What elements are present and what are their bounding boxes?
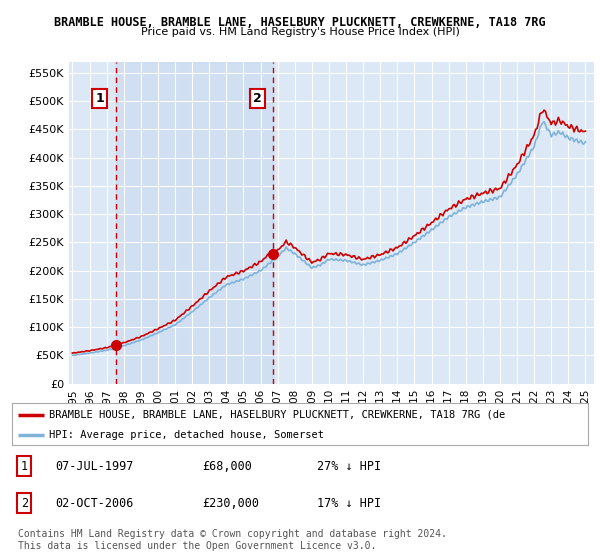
Text: 1: 1 <box>20 460 28 473</box>
Text: HPI: Average price, detached house, Somerset: HPI: Average price, detached house, Some… <box>49 430 325 440</box>
Text: 17% ↓ HPI: 17% ↓ HPI <box>317 497 382 510</box>
Text: Price paid vs. HM Land Registry's House Price Index (HPI): Price paid vs. HM Land Registry's House … <box>140 27 460 37</box>
Text: BRAMBLE HOUSE, BRAMBLE LANE, HASELBURY PLUCKNETT, CREWKERNE, TA18 7RG (de: BRAMBLE HOUSE, BRAMBLE LANE, HASELBURY P… <box>49 410 506 420</box>
Text: 27% ↓ HPI: 27% ↓ HPI <box>317 460 382 473</box>
Text: £230,000: £230,000 <box>202 497 259 510</box>
Text: 2: 2 <box>20 497 28 510</box>
Text: £68,000: £68,000 <box>202 460 252 473</box>
Text: 02-OCT-2006: 02-OCT-2006 <box>55 497 134 510</box>
Text: Contains HM Land Registry data © Crown copyright and database right 2024.
This d: Contains HM Land Registry data © Crown c… <box>18 529 447 551</box>
Text: 07-JUL-1997: 07-JUL-1997 <box>55 460 134 473</box>
Text: BRAMBLE HOUSE, BRAMBLE LANE, HASELBURY PLUCKNETT, CREWKERNE, TA18 7RG: BRAMBLE HOUSE, BRAMBLE LANE, HASELBURY P… <box>54 16 546 29</box>
Text: 2: 2 <box>253 92 262 105</box>
Bar <box>116 62 274 384</box>
Text: 1: 1 <box>95 92 104 105</box>
